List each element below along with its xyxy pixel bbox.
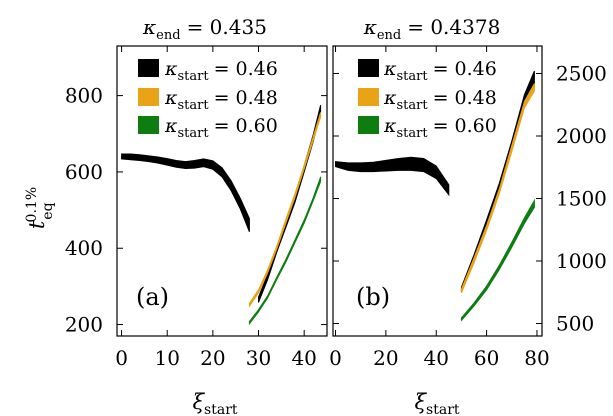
xtick-label-b-1: 20 (373, 346, 398, 370)
xtick-label-b-4: 80 (524, 346, 549, 370)
legend-swatch-b-0 (358, 59, 379, 77)
legend-swatch-b-2 (358, 116, 379, 134)
panel-a-xlabel: ξstart (192, 390, 237, 416)
panel-a-frame (116, 45, 328, 337)
panel-b: κend = 0.4378 0 20 40 60 80 500 1000 1500 2000 250… (329, 15, 607, 416)
ytick-label-a-1: 400 (65, 236, 103, 260)
legend-swatch-a-2 (138, 116, 159, 134)
legend-swatch-a-0 (138, 59, 159, 77)
xtick-label-a-3: 30 (246, 346, 271, 370)
band-b-0-seg-0 (335, 156, 450, 197)
band-a-0-seg-0 (121, 153, 250, 232)
panel-a-ticks: 0 10 20 30 40 200 400 600 800 (65, 46, 327, 370)
ytick-label-a-2: 600 (65, 160, 103, 184)
panel-b-marks (335, 70, 535, 322)
ytick-label-b-2: 1500 (556, 187, 607, 211)
legend-label-a-2: κstart = 0.60 (164, 115, 278, 141)
ytick-label-b-0: 500 (556, 312, 594, 336)
band-b-1-seg-0 (460, 83, 535, 294)
xtick-label-a-1: 10 (154, 346, 179, 370)
panel-b-tag: (b) (356, 283, 390, 311)
panel-b-frame (332, 45, 543, 337)
legend-label-a-1: κstart = 0.48 (164, 87, 278, 113)
panel-b-ticks: 0 20 40 60 80 500 1000 1500 2000 2500 (329, 46, 607, 370)
xtick-label-a-2: 20 (200, 346, 225, 370)
panel-a-title: κend = 0.435 (142, 15, 267, 43)
panel-a-ylabel: teq0.1% (24, 187, 56, 229)
band-b-2-seg-0 (460, 198, 535, 322)
ytick-label-b-3: 2000 (556, 124, 607, 148)
xtick-label-b-2: 40 (424, 346, 449, 370)
xtick-label-a-0: 0 (115, 346, 128, 370)
xtick-label-a-4: 40 (291, 346, 316, 370)
band-a-1-seg-0 (248, 112, 322, 308)
band-a-2-seg-0 (248, 176, 322, 326)
panel-a: κend = 0.435 0 10 20 30 40 200 400 600 800 κstart… (24, 15, 328, 416)
panel-b-title: κend = 0.4378 (363, 15, 501, 43)
legend-swatch-b-1 (358, 88, 379, 106)
ytick-label-b-1: 1000 (556, 249, 607, 273)
legend-label-b-2: κstart = 0.60 (383, 115, 497, 141)
ytick-label-a-3: 800 (65, 84, 103, 108)
panel-a-legend: κstart = 0.46 κstart = 0.48 κstart = 0.60 (138, 58, 278, 141)
legend-label-b-0: κstart = 0.46 (383, 58, 497, 84)
legend-label-a-0: κstart = 0.46 (164, 58, 278, 84)
panel-a-marks (121, 104, 322, 326)
ytick-label-b-4: 2500 (556, 62, 607, 86)
legend-swatch-a-1 (138, 88, 159, 106)
panel-a-tag: (a) (136, 283, 169, 311)
panel-b-xlabel: ξstart (414, 390, 459, 416)
panel-b-legend: κstart = 0.46 κstart = 0.48 κstart = 0.60 (358, 58, 497, 141)
ytick-label-a-0: 200 (65, 313, 103, 337)
xtick-label-b-0: 0 (329, 346, 342, 370)
xtick-label-b-3: 60 (474, 346, 499, 370)
legend-label-b-1: κstart = 0.48 (383, 87, 497, 113)
